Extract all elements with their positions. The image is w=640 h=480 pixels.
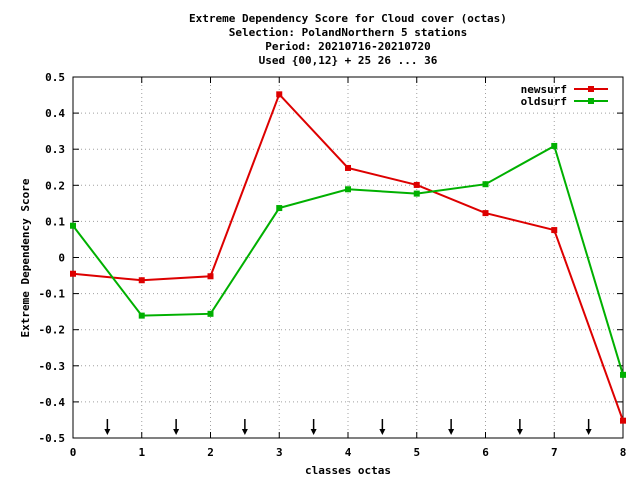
data-point-oldsurf <box>482 181 489 188</box>
down-arrow-icon <box>310 419 317 435</box>
series-line-oldsurf <box>72 144 624 376</box>
x-tick-label: 4 <box>345 446 352 459</box>
legend-swatch-marker <box>588 86 594 92</box>
data-point-oldsurf <box>345 186 351 193</box>
data-point-newsurf <box>345 164 351 171</box>
y-tick-label: 0.4 <box>45 107 65 120</box>
data-point-newsurf <box>276 91 283 98</box>
arrow-markers <box>104 419 592 435</box>
data-point-newsurf <box>482 210 489 217</box>
chart-title: Extreme Dependency Score for Cloud cover… <box>189 12 507 67</box>
x-tick-label: 7 <box>551 446 558 459</box>
x-tick-label: 6 <box>482 446 489 459</box>
y-tick-label: -0.5 <box>39 432 66 445</box>
y-tick-label: -0.1 <box>39 288 66 301</box>
axis-ticks: -0.5 -0.4 -0.3 -0.2 -0.1 0 0.1 0.2 0.3 0.4 0.5 0 1 2 3… <box>39 71 627 459</box>
x-tick-label: 5 <box>413 446 420 459</box>
y-tick-label: 0 <box>58 252 65 265</box>
legend-swatch-marker <box>588 98 594 104</box>
data-point-oldsurf <box>207 310 214 317</box>
y-tick-label: -0.3 <box>39 360 66 373</box>
y-tick-label: 0.5 <box>45 71 65 84</box>
data-point-newsurf <box>138 277 145 284</box>
data-point-oldsurf <box>138 312 145 319</box>
grid <box>73 77 623 438</box>
down-arrow-icon <box>379 419 386 435</box>
down-arrow-icon <box>448 419 455 435</box>
x-tick-label: 0 <box>70 446 77 459</box>
y-axis-label: Extreme Dependency Score <box>19 178 32 337</box>
title-line: Used {00,12} + 25 26 ... 36 <box>259 54 438 67</box>
legend-label: oldsurf <box>521 95 567 108</box>
data-point-oldsurf <box>551 142 558 149</box>
x-axis-label: classes octas <box>305 464 391 477</box>
legend-label: newsurf <box>521 83 567 96</box>
x-tick-label: 8 <box>620 446 627 459</box>
data-point-oldsurf <box>276 205 283 212</box>
data-point-newsurf <box>551 227 558 234</box>
down-arrow-icon <box>173 419 180 435</box>
x-tick-label: 2 <box>207 446 214 459</box>
data-point-newsurf <box>207 273 214 280</box>
y-tick-label: 0.3 <box>45 143 65 156</box>
data-point-newsurf <box>620 417 626 424</box>
data-point-newsurf <box>413 181 420 188</box>
down-arrow-icon <box>241 419 248 435</box>
data-point-oldsurf <box>70 222 76 229</box>
down-arrow-icon <box>516 419 523 435</box>
y-tick-label: -0.2 <box>39 324 66 337</box>
title-line: Selection: PolandNorthern 5 stations <box>229 26 467 39</box>
x-tick-label: 3 <box>276 446 283 459</box>
title-line: Extreme Dependency Score for Cloud cover… <box>189 12 507 25</box>
data-point-oldsurf <box>620 371 626 378</box>
data-point-newsurf <box>70 270 76 277</box>
y-tick-label: -0.4 <box>39 396 66 409</box>
down-arrow-icon <box>585 419 592 435</box>
y-tick-label: 0.2 <box>45 179 65 192</box>
x-tick-label: 1 <box>138 446 145 459</box>
series <box>70 91 626 424</box>
y-tick-label: 0.1 <box>45 215 65 228</box>
data-point-oldsurf <box>413 190 420 197</box>
title-line: Period: 20210716-20210720 <box>265 40 431 53</box>
down-arrow-icon <box>104 419 111 435</box>
